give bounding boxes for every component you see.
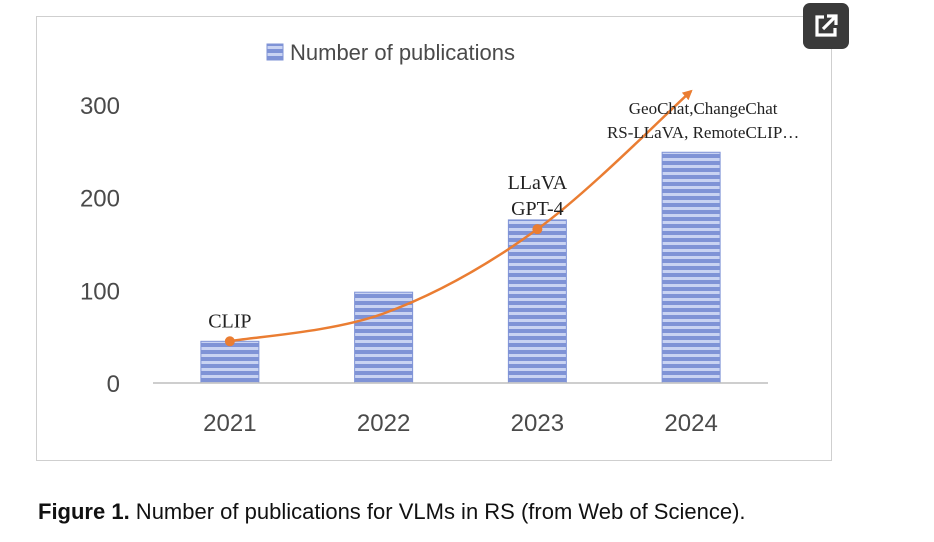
- trend-curve: [229, 89, 693, 343]
- annotations: CLIP LLaVA GPT-4 GeoChat,ChangeChat RS-LLaVA…: [208, 99, 799, 332]
- legend-swatch: [266, 43, 284, 61]
- annotation-label: CLIP: [208, 310, 251, 332]
- x-tick-label: 2022: [357, 410, 410, 437]
- annotation-label: GPT-4: [511, 198, 564, 220]
- trend-point: [224, 336, 235, 347]
- legend: Number of publications: [266, 40, 515, 65]
- caption-text: Number of publications for VLMs in RS (f…: [129, 499, 746, 524]
- figure-caption: Figure 1. Number of publications for VLM…: [38, 499, 746, 525]
- y-tick-label: 0: [107, 371, 120, 398]
- external-link-icon: [815, 14, 838, 37]
- y-tick-label: 200: [80, 186, 120, 213]
- caption-label: Figure 1.: [38, 499, 130, 524]
- bars: [200, 151, 721, 384]
- legend-label: Number of publications: [290, 40, 515, 65]
- annotation-label: LLaVA: [508, 172, 568, 194]
- chart: 0 100 200 300 2021 2022 2023 2024 CLIP LLaVA GPT…: [80, 40, 799, 437]
- y-axis: 0 100 200 300: [80, 93, 120, 398]
- y-tick-label: 300: [80, 93, 120, 120]
- expand-button[interactable]: [803, 3, 849, 49]
- annotation-label: RS-LLaVA, RemoteCLIP…: [607, 123, 799, 142]
- annotation-label: GeoChat,ChangeChat: [629, 99, 778, 118]
- trend-point: [532, 224, 543, 235]
- x-tick-label: 2021: [203, 410, 256, 437]
- bar: [661, 151, 721, 384]
- x-tick-label: 2024: [664, 410, 717, 437]
- bar: [507, 219, 567, 384]
- x-tick-label: 2023: [511, 410, 564, 437]
- x-tick-labels: 2021 2022 2023 2024: [203, 410, 718, 437]
- y-tick-label: 100: [80, 278, 120, 305]
- bar: [200, 340, 260, 384]
- trend-line: [224, 89, 693, 347]
